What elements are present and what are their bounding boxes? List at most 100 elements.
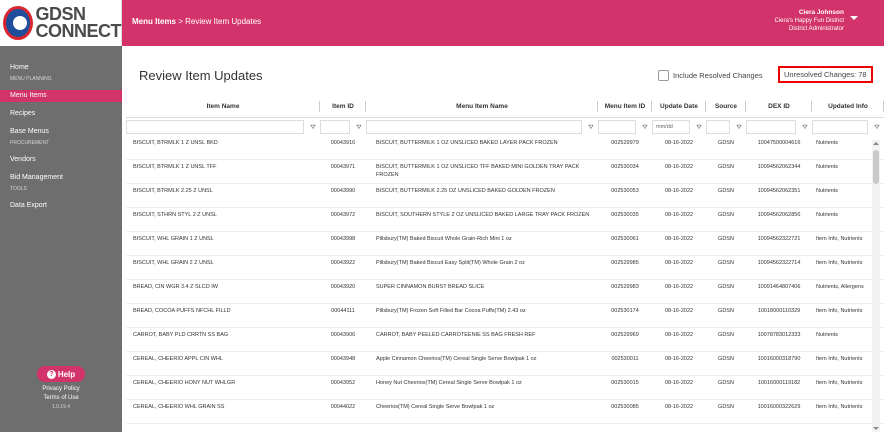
table-row[interactable]: BISCUIT, WHL GRAIN 2 Z UNSL 00043922 Pills… [126,256,884,280]
column-header-updated-info[interactable]: Updated Info [812,95,884,117]
cell-item-name: CEREAL, CHEERIO HONY NUT WHLGR [133,380,236,386]
user-org: Ciera's Happy Fun District [774,18,845,24]
column-header-menu-item-name[interactable]: Menu Item Name [366,95,598,117]
logo[interactable]: GDSN CONNECT [0,0,122,46]
filter-input-dex-id[interactable]: ▿ [746,120,808,134]
sidebar-nav: Home MENU PLANNING Menu Items Recipes Ba… [0,46,122,212]
filter-cell-item-name: ▿ [126,120,320,136]
help-label: Help [57,369,76,379]
breadcrumb-root[interactable]: Menu Items [132,17,177,26]
logo-line-1: GDSN [35,4,87,24]
table-row[interactable]: CEREAL, CHEERIO WHL GRAIN SS 00044022 Chee… [126,400,884,424]
page-title: Review Item Updates [139,68,263,83]
table-row[interactable]: BISCUIT, STHRN STYL 2 Z UNSL 00043972 BISC… [126,208,884,232]
sidebar-item-data-export[interactable]: Data Export [10,202,47,209]
cell-item-id: 00044022 [330,404,356,410]
filter-icon[interactable]: ▿ [802,122,808,131]
terms-of-use-link[interactable]: Terms of Use [43,395,79,401]
filter-input-item-id[interactable]: ▿ [320,120,362,134]
column-header-menu-item-id[interactable]: Menu Item ID [598,95,652,117]
cell-update-date: 08-16-2022 [664,404,694,410]
sidebar-item-recipes[interactable]: Recipes [10,110,36,117]
cell-updated-info: Nutrients, Allergens [816,284,864,290]
cell-menu-item-id: 002529983 [611,284,639,290]
filter-input-menu-item-id[interactable]: ▿ [598,120,648,134]
cell-item-id: 00043990 [330,188,356,194]
user-role: District Administrator [788,26,844,32]
filter-icon[interactable]: ▿ [310,122,316,131]
cell-updated-info: Nutrients [816,188,839,194]
scroll-up-icon[interactable] [873,142,879,145]
table-row[interactable]: BREAD, CIN WGR 3.4 Z SLCD IW 00043920 SUPE… [126,280,884,304]
scroll-down-icon[interactable] [873,427,879,430]
cell-menu-item-name: Pillsbury(TM) Baked Biscuit Easy Split(T… [376,260,525,266]
filter-row: ▿ ▿ ▿ ▿ mm/dd ▿ ▿ ▿ ▿ [126,120,884,136]
chevron-down-icon[interactable] [850,16,858,20]
cell-source: GDSN [718,188,734,194]
column-header-item-id[interactable]: Item ID [320,95,366,117]
cell-updated-info: Item Info, Nutrients [816,404,863,410]
cell-menu-item-name: Cheerios(TM) Cereal Single Serve Bowlpak… [376,404,495,410]
filter-input-menu-item-name[interactable]: ▿ [366,120,594,134]
cell-item-id: 00043998 [330,236,356,242]
cell-item-name: BREAD, COCOA PUFFS NFCHL FILLD [133,308,231,314]
cell-item-name: CARROT, BABY PLD CRRTN SS BAG [133,332,229,338]
cell-updated-info: Nutrients [816,332,839,338]
question-icon: ? [46,369,56,379]
app-version: 1.0.19.4 [51,404,71,410]
table-row[interactable]: CARROT, BABY PLD CRRTN SS BAG 00043906 CAR… [126,328,884,352]
district-seal-icon [3,6,33,40]
filter-icon[interactable]: ▿ [736,122,742,131]
table-row[interactable]: CEREAL, CHEERIO APPL CIN WHL 00043948 Appl… [126,352,884,376]
cell-item-id: 00043916 [330,140,356,146]
table-row[interactable]: BREAD, COCOA PUFFS NFCHL FILLD 00044111 Pi… [126,304,884,328]
filter-icon[interactable]: ▿ [588,122,594,131]
filter-input-update-date[interactable]: mm/dd ▿ [652,120,702,134]
filter-icon[interactable]: ▿ [356,122,362,131]
scroll-thumb[interactable] [873,150,879,184]
cell-update-date: 08-16-2022 [664,308,694,314]
include-resolved-checkbox[interactable] [658,70,669,81]
table-row[interactable]: BISCUIT, WHL GRAIN 1 Z UNSL 00043998 Pills… [126,232,884,256]
cell-updated-info: Item Info, Nutrients [816,308,863,314]
sidebar-item-base-menus[interactable]: Base Menus [10,128,49,135]
include-resolved-toggle[interactable]: Include Resolved Changes [658,70,763,81]
table-row[interactable]: BISCUIT, BTRMLK 2.25 Z UNSL 00043990 BISCU… [126,184,884,208]
section-tools: TOOLS [10,186,27,192]
breadcrumb: Menu Items > Review Item Updates [132,17,261,26]
table-row[interactable]: BISCUIT, BTRMLK 1 Z UNSL BKD 00043916 BISC… [126,136,884,160]
section-menu-planning: MENU PLANNING [10,76,52,82]
filter-input-updated-info[interactable]: ▿ [812,120,880,134]
cell-update-date: 08-16-2022 [664,260,694,266]
cell-menu-item-name: BISCUIT, BUTTERMILK 1 OZ UNSLICED TFF BA… [376,164,580,178]
user-menu[interactable]: Ciera Johnson Ciera's Happy Fun District… [775,9,845,33]
cell-dex-id: 10016000318790 [757,356,801,362]
sidebar-item-menu-items[interactable]: Menu Items [0,90,122,102]
sidebar-item-home[interactable]: Home [10,64,29,71]
privacy-policy-link[interactable]: Privacy Policy [42,386,80,392]
filter-input-source[interactable]: ▿ [706,120,742,134]
cell-item-name: BISCUIT, BTRMLK 1 Z UNSL TFF [133,164,217,170]
column-header-update-date[interactable]: Update Date [652,95,706,117]
column-header-item-name[interactable]: Item Name [126,95,320,117]
cell-source: GDSN [718,284,734,290]
filter-icon[interactable]: ▿ [642,122,648,131]
filter-input-item-name[interactable]: ▿ [126,120,316,134]
filter-icon[interactable]: ▿ [874,122,880,131]
cell-menu-item-name: Apple Cinnamon Cheerios(TM) Cereal Singl… [376,356,537,362]
column-header-source[interactable]: Source [706,95,746,117]
table-row[interactable]: CEREAL, CHEERIO HONY NUT WHLGR 00043952 Ho… [126,376,884,400]
cell-item-id: 00043906 [330,332,356,338]
table-scrollbar[interactable] [872,140,880,432]
user-name: Ciera Johnson [798,9,844,16]
filter-icon[interactable]: ▿ [696,122,702,131]
logo-line-2: CONNECT [35,21,122,41]
table-row[interactable]: BISCUIT, BTRMLK 1 Z UNSL TFF 00043971 BISC… [126,160,884,184]
cell-item-name: BISCUIT, STHRN STYL 2 Z UNSL [133,212,217,218]
help-button[interactable]: ? Help [37,366,85,382]
sidebar-item-bid-management[interactable]: Bid Management [10,174,63,181]
cell-updated-info: Nutrients [816,212,839,218]
column-header-dex-id[interactable]: DEX ID [746,95,812,117]
sidebar-item-vendors[interactable]: Vendors [10,156,36,163]
